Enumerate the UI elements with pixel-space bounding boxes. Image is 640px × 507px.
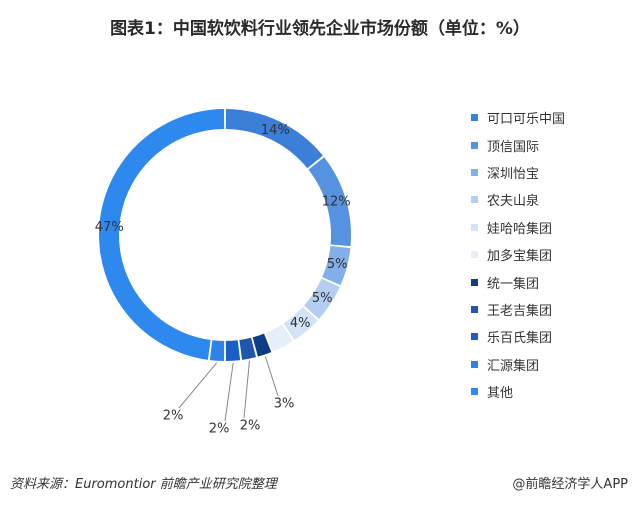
- legend-swatch: [471, 114, 478, 122]
- chart-title: 图表1：中国软饮料行业领先企业市场份额（单位：%）: [110, 19, 530, 39]
- legend-label: 顶信国际: [487, 139, 540, 155]
- data-label: 12%: [322, 194, 351, 209]
- legend-swatch: [471, 333, 478, 341]
- legend-item: 深圳怡宝: [471, 159, 565, 186]
- legend-item: 统一集团: [471, 268, 565, 295]
- donut-slice: [304, 278, 340, 319]
- legend-item: 其他: [471, 378, 565, 405]
- legend-swatch: [471, 223, 478, 231]
- data-label: 2%: [240, 419, 261, 434]
- data-label: 5%: [327, 257, 348, 272]
- legend-label: 其他: [487, 386, 514, 402]
- data-label: 2%: [163, 409, 184, 424]
- donut-slice: [98, 109, 225, 360]
- donut-slice: [283, 306, 318, 341]
- legend-item: 娃哈哈集团: [471, 214, 565, 241]
- legend-item: 汇源集团: [471, 351, 565, 378]
- legend-swatch: [471, 168, 478, 176]
- credit-note: @前瞻经济学人APP: [512, 477, 628, 492]
- chart-legend: 可口可乐中国 顶信国际深圳怡宝农夫山泉娃哈哈集团加多宝集团统一集团王老吉集团乐百氏…: [471, 104, 565, 405]
- donut-slice: [209, 340, 225, 361]
- legend-swatch: [471, 196, 478, 204]
- legend-swatch: [471, 141, 478, 149]
- legend-label: 娃哈哈集团: [487, 221, 553, 237]
- legend-item: 顶信国际: [471, 131, 565, 158]
- legend-swatch: [471, 388, 478, 396]
- donut-slice: [265, 324, 293, 352]
- data-label: 4%: [290, 316, 311, 331]
- legend-item: 乐百氏集团: [471, 323, 565, 350]
- data-label: 14%: [261, 123, 290, 138]
- legend-item: 可口可乐中国: [471, 104, 565, 131]
- legend-label: 可口可乐中国: [487, 112, 566, 128]
- source-note: 资料来源：Euromontior 前瞻产业研究院整理: [10, 477, 277, 492]
- donut-slice: [308, 157, 351, 247]
- leader-line: [178, 362, 218, 409]
- legend-label: 加多宝集团: [487, 249, 553, 265]
- legend-item: 加多宝集团: [471, 241, 565, 268]
- legend-label: 农夫山泉: [487, 194, 540, 210]
- leader-line: [243, 360, 250, 419]
- data-label: 5%: [312, 291, 333, 306]
- legend-item: 农夫山泉: [471, 186, 565, 213]
- legend-label: 统一集团: [487, 276, 540, 292]
- legend-swatch: [471, 278, 478, 286]
- legend-swatch: [471, 360, 478, 368]
- legend-label: 深圳怡宝: [487, 166, 540, 182]
- leader-line: [264, 356, 279, 397]
- donut-slice: [322, 246, 351, 286]
- data-label: 47%: [95, 220, 124, 235]
- leader-line: [224, 362, 234, 422]
- donut-slice: [252, 333, 272, 357]
- legend-item: 王老吉集团: [471, 296, 565, 323]
- legend-label: 乐百氏集团: [487, 331, 553, 347]
- legend-label: 王老吉集团: [487, 303, 553, 319]
- data-label: 2%: [209, 422, 230, 437]
- donut-slice: [225, 340, 241, 361]
- legend-label: 汇源集团: [487, 358, 540, 374]
- donut-slice: [225, 109, 323, 169]
- legend-swatch: [471, 305, 478, 313]
- data-label: 3%: [274, 397, 295, 412]
- donut-slice: [239, 337, 257, 360]
- legend-swatch: [471, 251, 478, 259]
